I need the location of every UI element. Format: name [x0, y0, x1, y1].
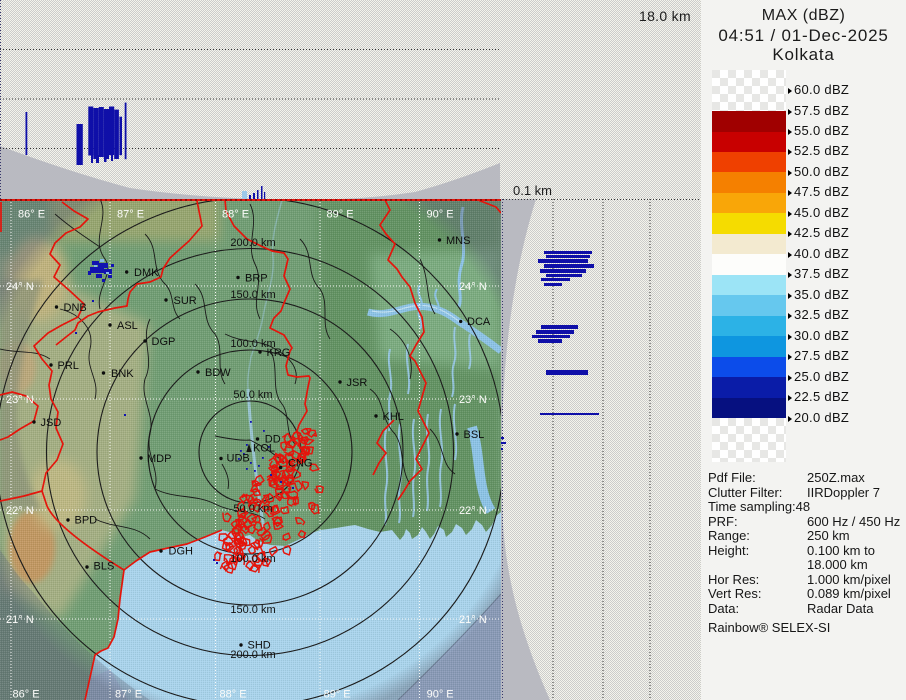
svg-text:24° N: 24° N [6, 281, 34, 293]
svg-text:90° E: 90° E [427, 689, 454, 700]
svg-text:87° E: 87° E [115, 689, 142, 700]
svg-text:87° E: 87° E [117, 209, 144, 221]
svg-text:JSR: JSR [347, 377, 368, 389]
svg-text:150.0 km: 150.0 km [230, 289, 275, 301]
svg-text:DD: DD [265, 434, 281, 446]
svg-text:KOL: KOL [253, 443, 275, 455]
svg-text:50.0 km: 50.0 km [233, 389, 272, 401]
svg-text:100.0 km: 100.0 km [230, 338, 275, 350]
svg-text:89° E: 89° E [324, 689, 351, 700]
svg-text:BDW: BDW [205, 367, 231, 379]
svg-text:BNK: BNK [111, 368, 134, 380]
svg-text:SUR: SUR [174, 295, 197, 307]
svg-text:200.0 km: 200.0 km [230, 649, 275, 661]
svg-text:DNB: DNB [64, 302, 87, 314]
svg-text:BPD: BPD [75, 515, 98, 527]
svg-text:100.0 km: 100.0 km [230, 553, 275, 565]
svg-text:MNS: MNS [446, 235, 470, 247]
svg-text:89° E: 89° E [327, 209, 354, 221]
svg-text:UDB: UDB [227, 453, 250, 465]
svg-text:DCA: DCA [467, 316, 491, 328]
svg-text:22° N: 22° N [459, 505, 487, 517]
svg-text:JSD: JSD [41, 417, 62, 429]
svg-text:21° N: 21° N [6, 614, 34, 626]
svg-text:DGH: DGH [169, 546, 194, 558]
svg-text:50.0 km: 50.0 km [233, 503, 272, 515]
svg-text:90° E: 90° E [427, 209, 454, 221]
svg-text:KRG: KRG [267, 347, 291, 359]
svg-text:200.0 km: 200.0 km [230, 237, 275, 249]
svg-text:BLS: BLS [94, 561, 115, 573]
svg-text:KHL: KHL [383, 411, 404, 423]
svg-text:22° N: 22° N [6, 505, 34, 517]
svg-text:CNG: CNG [288, 458, 312, 470]
svg-text:150.0 km: 150.0 km [230, 604, 275, 616]
svg-text:DMK: DMK [134, 267, 159, 279]
svg-text:23° N: 23° N [459, 394, 487, 406]
svg-text:86° E: 86° E [18, 209, 45, 221]
svg-text:SHD: SHD [248, 640, 271, 652]
svg-text:MDP: MDP [147, 453, 171, 465]
svg-text:BRP: BRP [245, 273, 268, 285]
svg-text:88° E: 88° E [220, 689, 247, 700]
svg-text:24° N: 24° N [459, 281, 487, 293]
svg-text:21° N: 21° N [459, 614, 487, 626]
svg-text:86° E: 86° E [13, 689, 40, 700]
svg-text:ASL: ASL [117, 320, 138, 332]
svg-text:23° N: 23° N [6, 394, 34, 406]
svg-text:88° E: 88° E [222, 209, 249, 221]
svg-text:DGP: DGP [152, 336, 176, 348]
svg-text:BSL: BSL [464, 429, 485, 441]
svg-text:PRL: PRL [58, 360, 79, 372]
